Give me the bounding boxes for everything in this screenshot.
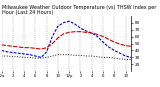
Text: Milwaukee Weather Outdoor Temperature (vs) THSW Index per Hour (Last 24 Hours): Milwaukee Weather Outdoor Temperature (v… [2,5,156,15]
